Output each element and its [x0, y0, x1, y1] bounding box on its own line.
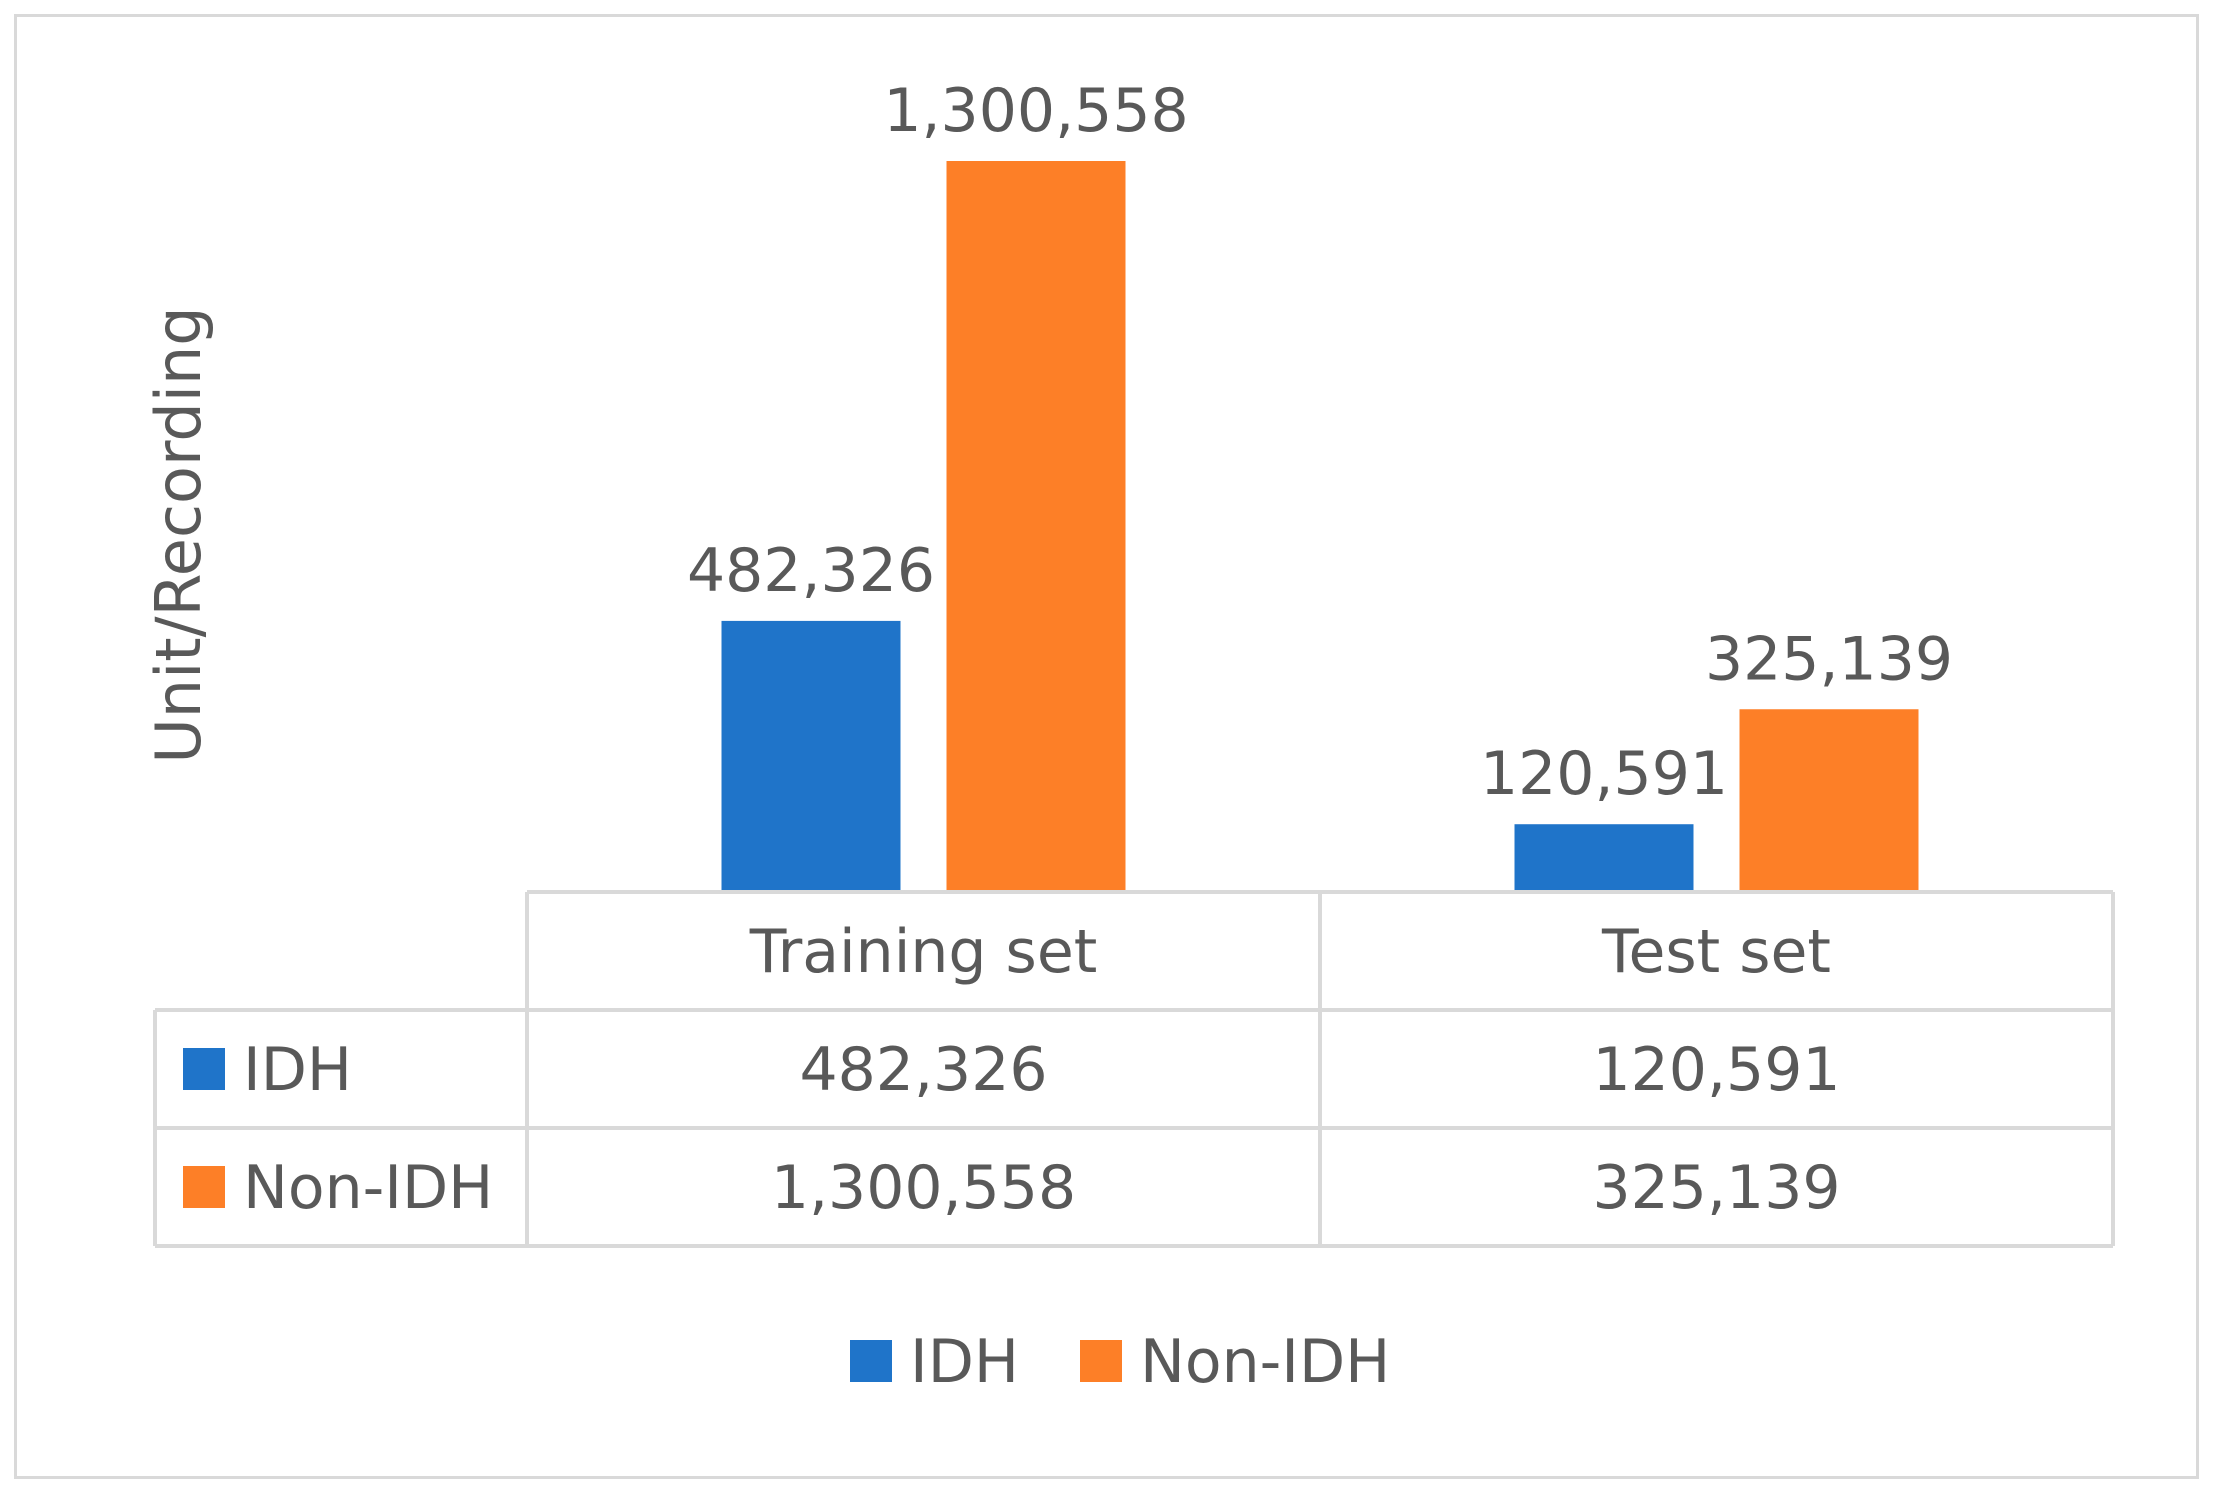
bar-idh-training-set: [721, 620, 901, 892]
table-series-name-non-idh: Non-IDH: [243, 1153, 493, 1223]
data-label-idh-training-set: 482,326: [687, 536, 935, 606]
data-label-idh-test-set: 120,591: [1480, 739, 1728, 809]
table-cell-idh-training-set: 482,326: [799, 1035, 1047, 1105]
table-key-idh: [183, 1048, 225, 1090]
data-labels-group: 482,326 1,300,558 120,591 325,139: [687, 76, 1953, 809]
table-key-non-idh: [183, 1166, 225, 1208]
bar-non-idh-test-set: [1739, 709, 1919, 892]
table-header-test-set: Test set: [1601, 917, 1831, 987]
table-cell-idh-test-set: 120,591: [1592, 1035, 1840, 1105]
legend-label-non-idh: Non-IDH: [1140, 1327, 1390, 1397]
table-header-training-set: Training set: [749, 917, 1098, 987]
legend-label-idh: IDH: [910, 1327, 1019, 1397]
bar-non-idh-training-set: [946, 161, 1126, 892]
data-label-non-idh-test-set: 325,139: [1705, 624, 1953, 694]
data-label-non-idh-training-set: 1,300,558: [883, 76, 1188, 146]
y-axis-label: Unit/Recording: [142, 306, 215, 763]
legend-swatch-idh: [850, 1340, 892, 1382]
legend-swatch-non-idh: [1080, 1340, 1122, 1382]
bars-group: [721, 161, 1919, 892]
table-series-name-idh: IDH: [243, 1035, 352, 1105]
table-cell-non-idh-test-set: 325,139: [1592, 1153, 1840, 1223]
table-cell-non-idh-training-set: 1,300,558: [771, 1153, 1076, 1223]
bar-idh-test-set: [1514, 824, 1694, 892]
legend: IDH Non-IDH: [850, 1327, 1390, 1397]
data-table: Training set Test set IDH 482,326 120,591 Non…: [153, 890, 2115, 1248]
